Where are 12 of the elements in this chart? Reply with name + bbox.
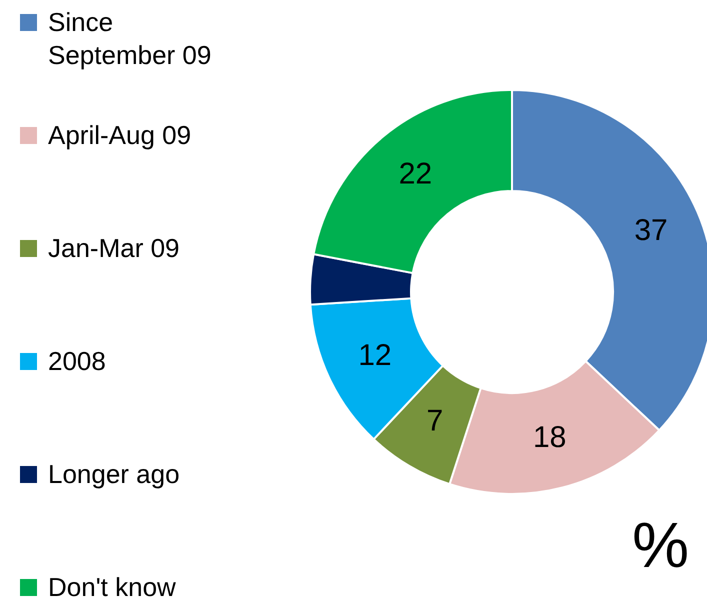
legend-label: 2008 [48,345,107,378]
legend-label: Longer ago [48,458,181,491]
text: % [632,509,689,581]
data-label: 22 [398,158,432,191]
data-label: 7 [426,404,444,438]
legend-label: April-Aug 09 [48,119,192,152]
data-label: 12 [358,338,392,372]
data-label: 37 [634,214,668,248]
legend-label: Jan-Mar 09 [48,232,180,265]
legend-label: Since September 09 [48,6,212,72]
data-label: 18 [532,421,566,454]
legend-label: Don't know [48,571,177,598]
